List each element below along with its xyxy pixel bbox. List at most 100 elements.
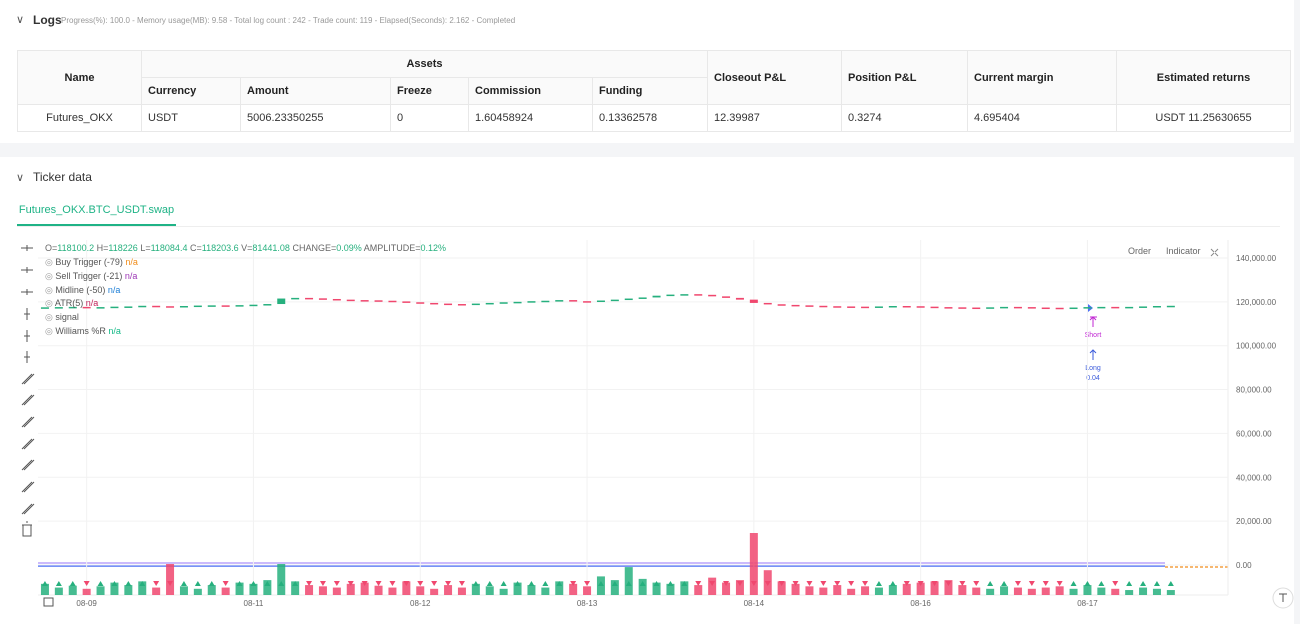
volume-bar <box>944 580 953 595</box>
volume-bar <box>68 585 77 595</box>
candle <box>1152 306 1161 308</box>
signal-marker <box>792 581 799 586</box>
indicator-button[interactable]: Indicator <box>1166 246 1201 256</box>
visibility-icon[interactable]: ◎ <box>45 257 56 267</box>
volume-bar <box>833 585 842 595</box>
candle <box>430 302 439 305</box>
signal-marker <box>1167 581 1174 586</box>
signal-marker <box>389 581 396 586</box>
signal-marker <box>528 581 535 586</box>
logs-panel: ∨ Logs Progress(%): 100.0 - Memory usage… <box>0 0 1294 143</box>
signal-marker <box>41 581 48 586</box>
signal-marker <box>778 581 785 586</box>
tool-icon <box>21 416 35 428</box>
volume-bar <box>430 588 439 595</box>
volume-bar <box>874 587 883 595</box>
volume-bar <box>1013 587 1022 595</box>
header-cell: Funding <box>592 77 708 105</box>
readout-label: C= <box>189 243 202 253</box>
volume-bar <box>972 587 981 595</box>
candle <box>263 304 272 306</box>
candle <box>1055 307 1064 310</box>
signal-marker <box>1112 581 1119 586</box>
signal-marker <box>250 581 257 586</box>
candle <box>708 294 717 297</box>
visibility-icon[interactable]: ◎ <box>45 284 56 295</box>
header-cell: Commission <box>468 77 593 105</box>
y-tick-label: 100,000.00 <box>1236 342 1277 351</box>
volume-bar <box>249 583 258 595</box>
volume-bar <box>124 585 133 595</box>
volume-bar <box>1125 590 1134 595</box>
indicator-row: ◎ Buy Trigger (-79) n/a <box>45 257 138 268</box>
signal-marker <box>180 581 187 586</box>
readout-value: 118226 <box>108 243 138 253</box>
scroll-top-icon <box>1279 593 1287 602</box>
volume-bar <box>416 586 425 595</box>
signal-marker <box>723 581 730 586</box>
cell: USDT <box>141 104 241 132</box>
candle <box>277 298 286 305</box>
candle <box>958 307 967 309</box>
volume-bar <box>652 582 661 595</box>
candle <box>138 305 147 308</box>
indicator-row: ◎ Sell Trigger (-21) n/a <box>45 271 137 282</box>
candle <box>1041 307 1050 310</box>
volume-bar <box>193 588 202 595</box>
visibility-icon[interactable]: ◎ <box>45 326 56 336</box>
short-arrow <box>1089 316 1097 327</box>
visibility-icon[interactable]: ◎ <box>45 312 56 323</box>
signal-marker <box>139 581 146 586</box>
signal-marker <box>542 581 549 586</box>
volume-bar <box>541 587 550 595</box>
symbol-tab[interactable]: Futures_OKX.BTC_USDT.swap <box>17 197 176 226</box>
candle <box>388 300 397 303</box>
candle <box>610 299 619 302</box>
signal-marker <box>347 581 354 586</box>
signal-marker <box>625 581 632 586</box>
y-tick-label: 60,000.00 <box>1236 429 1272 438</box>
signal-marker <box>667 581 674 586</box>
signal-marker <box>153 581 160 586</box>
indicator-name: signal <box>55 312 79 323</box>
calendar-icon[interactable] <box>43 597 54 607</box>
signal-marker <box>458 581 465 586</box>
visibility-icon[interactable]: ◎ <box>45 270 56 281</box>
volume-bar <box>207 585 216 595</box>
signal-marker <box>917 581 924 586</box>
candle <box>1000 306 1009 309</box>
fullscreen-icon[interactable] <box>1210 248 1219 257</box>
header-cell: Currency <box>141 77 241 105</box>
volume-bar <box>1097 587 1106 595</box>
candle <box>1125 306 1134 309</box>
chart: Short Long 0.04 0.00 20,000.00 40,000.00 60… <box>21 240 1294 609</box>
collapse-icon[interactable]: ∨ <box>16 14 25 26</box>
visibility-icon[interactable]: ◎ <box>45 298 55 309</box>
logs-status: Progress(%): 100.0 - Memory usage(MB): 9… <box>61 16 516 25</box>
signal-marker <box>55 581 62 586</box>
candle <box>305 297 314 300</box>
header-cell: Position P&L <box>841 50 968 105</box>
volume-bar <box>1152 588 1161 595</box>
volume-bar <box>346 583 355 595</box>
candle <box>221 305 230 307</box>
header-cell: Estimated returns <box>1116 50 1291 105</box>
candle <box>360 300 369 302</box>
candle <box>332 298 341 301</box>
signal-marker <box>125 581 132 586</box>
order-button[interactable]: Order <box>1128 246 1152 256</box>
signal-marker <box>820 581 827 586</box>
signal-marker <box>889 581 896 586</box>
signal-marker <box>695 581 702 586</box>
indicator-value: n/a <box>85 298 99 309</box>
signal-marker <box>736 581 743 586</box>
volume-bar <box>82 588 91 595</box>
volume-bar <box>694 585 703 595</box>
signal-marker <box>278 581 285 586</box>
collapse-icon[interactable]: ∨ <box>16 172 25 184</box>
volume-bar <box>1166 590 1175 595</box>
cell: 0.13362578 <box>592 104 708 132</box>
volume-bar <box>332 587 341 595</box>
readout-label: CHANGE= <box>292 243 337 253</box>
volume-bar <box>847 588 856 595</box>
